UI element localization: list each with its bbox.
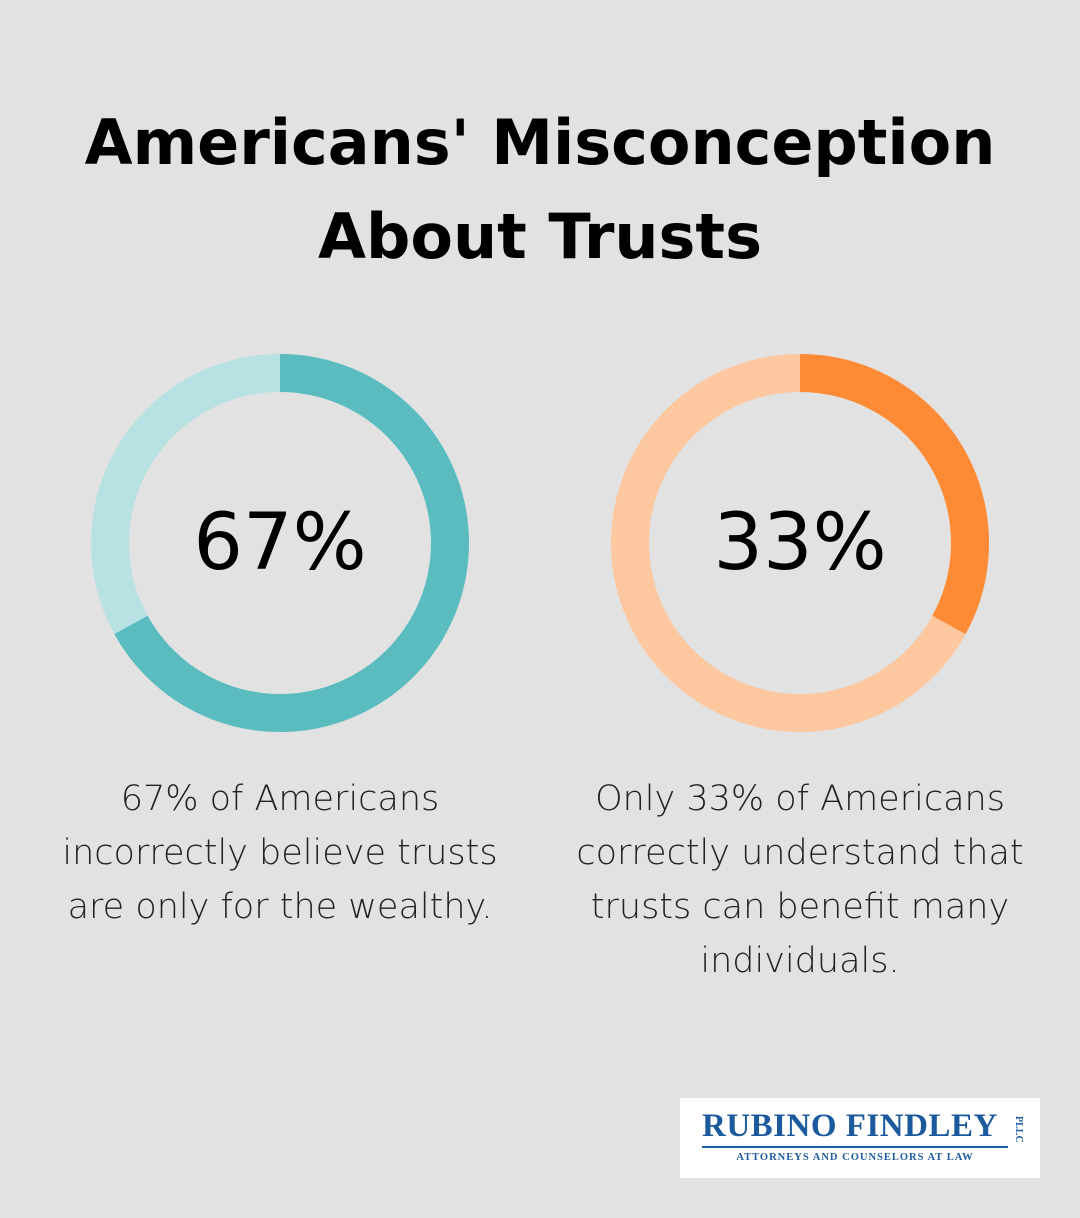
donut-arc-left [114,354,469,732]
page-title: Americans' Misconception About Trusts [0,96,1080,284]
title-line-1: Americans' Misconception [84,106,996,179]
percent-label-left: 67% [193,498,367,588]
donut-svg-right [611,354,989,732]
logo-subtitle: ATTORNEYS AND COUNSELORS AT LAW [736,1152,974,1163]
caption-right: Only 33% of Americans correctly understa… [576,779,1024,981]
logo-suffix: PLLC [1013,1116,1024,1143]
logo-name: RUBINO FINDLEY [702,1108,998,1144]
logo: RUBINO FINDLEY ATTORNEYS AND COUNSELORS … [680,1098,1040,1178]
percent-label-right: 33% [713,498,887,588]
logo-divider [702,1146,1008,1148]
donut-arc-right [799,354,989,635]
title-line-2: About Trusts [318,200,762,273]
donut-chart-left: 67% [90,353,470,733]
donut-svg-left [91,354,469,732]
caption-left: 67% of Americans incorrectly believe tru… [62,779,498,927]
donut-chart-right: 33% [610,353,990,733]
